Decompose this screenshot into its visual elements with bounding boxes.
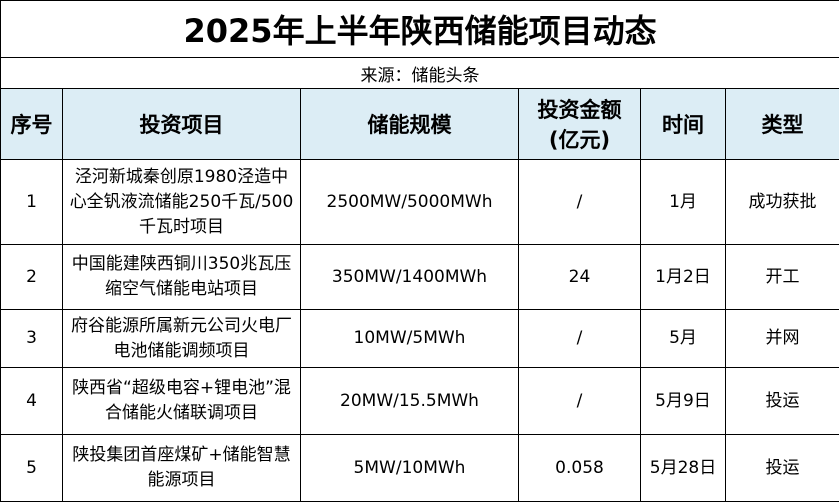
cell: 4 — [0, 367, 63, 435]
cell: 5 — [0, 434, 63, 502]
cell: 20MW/15.5MWh — [300, 367, 519, 435]
cell: 3 — [0, 309, 63, 368]
cell: 5月 — [640, 309, 726, 368]
cell: 成功获批 — [724, 159, 839, 245]
column-header: 序号 — [0, 88, 63, 160]
column-header: 储能规模 — [300, 88, 519, 160]
cell: 泾河新城秦创原1980泾造中心全钒液流储能250千瓦/500千瓦时项目 — [62, 159, 301, 245]
cell: 投运 — [724, 367, 839, 435]
cell: 开工 — [724, 244, 839, 310]
cell: / — [518, 367, 641, 435]
table-row: 5 陕投集团首座煤矿+储能智慧能源项目 5MW/10MWh 0.058 5月28日 投运 — [0, 434, 839, 502]
cell: 1 — [0, 159, 63, 245]
title: 2025年上半年陕西储能项目动态 — [0, 0, 839, 58]
cell: 投运 — [724, 434, 839, 502]
cell: / — [518, 159, 641, 245]
table-row: 3 府谷能源所属新元公司火电厂电池储能调频项目 10MW/5MWh/5月 并网 — [0, 309, 839, 368]
cell: / — [518, 309, 641, 368]
cell: 10MW/5MWh — [300, 309, 519, 368]
cell: 0.058 — [518, 434, 641, 502]
column-header: 投资金额(亿元) — [518, 88, 641, 160]
cell: 350MW/1400MWh — [300, 244, 519, 310]
cell: 陕西省“超级电容+锂电池”混合储能火储联调项目 — [62, 367, 301, 435]
cell: 5MW/10MWh — [300, 434, 519, 502]
table-row: 1 泾河新城秦创原1980泾造中心全钒液流储能250千瓦/500千瓦时项目 2500… — [0, 159, 839, 245]
cell: 府谷能源所属新元公司火电厂电池储能调频项目 — [62, 309, 301, 368]
cell: 1月2日 — [640, 244, 726, 310]
table-row: 4 陕西省“超级电容+锂电池”混合储能火储联调项目 20MW/15.5MWh/5月9… — [0, 367, 839, 435]
header-row: 序号 投资项目 储能规模 投资金额(亿元) 时间 类型 — [0, 88, 839, 160]
cell: 24 — [518, 244, 641, 310]
column-header: 类型 — [724, 88, 839, 160]
cell: 并网 — [724, 309, 839, 368]
cell: 1月 — [640, 159, 726, 245]
column-header: 时间 — [640, 88, 726, 160]
column-header: 投资项目 — [62, 88, 301, 160]
cell: 陕投集团首座煤矿+储能智慧能源项目 — [62, 434, 301, 502]
cell: 2500MW/5000MWh — [300, 159, 519, 245]
source: 来源：储能头条 — [0, 57, 839, 89]
table-row: 2 中国能建陕西铜川350兆瓦压缩空气储能电站项目 350MW/1400MWh 24 1… — [0, 244, 839, 310]
cell: 中国能建陕西铜川350兆瓦压缩空气储能电站项目 — [62, 244, 301, 310]
cell: 2 — [0, 244, 63, 310]
cell: 5月9日 — [640, 367, 726, 435]
cell: 5月28日 — [640, 434, 726, 502]
